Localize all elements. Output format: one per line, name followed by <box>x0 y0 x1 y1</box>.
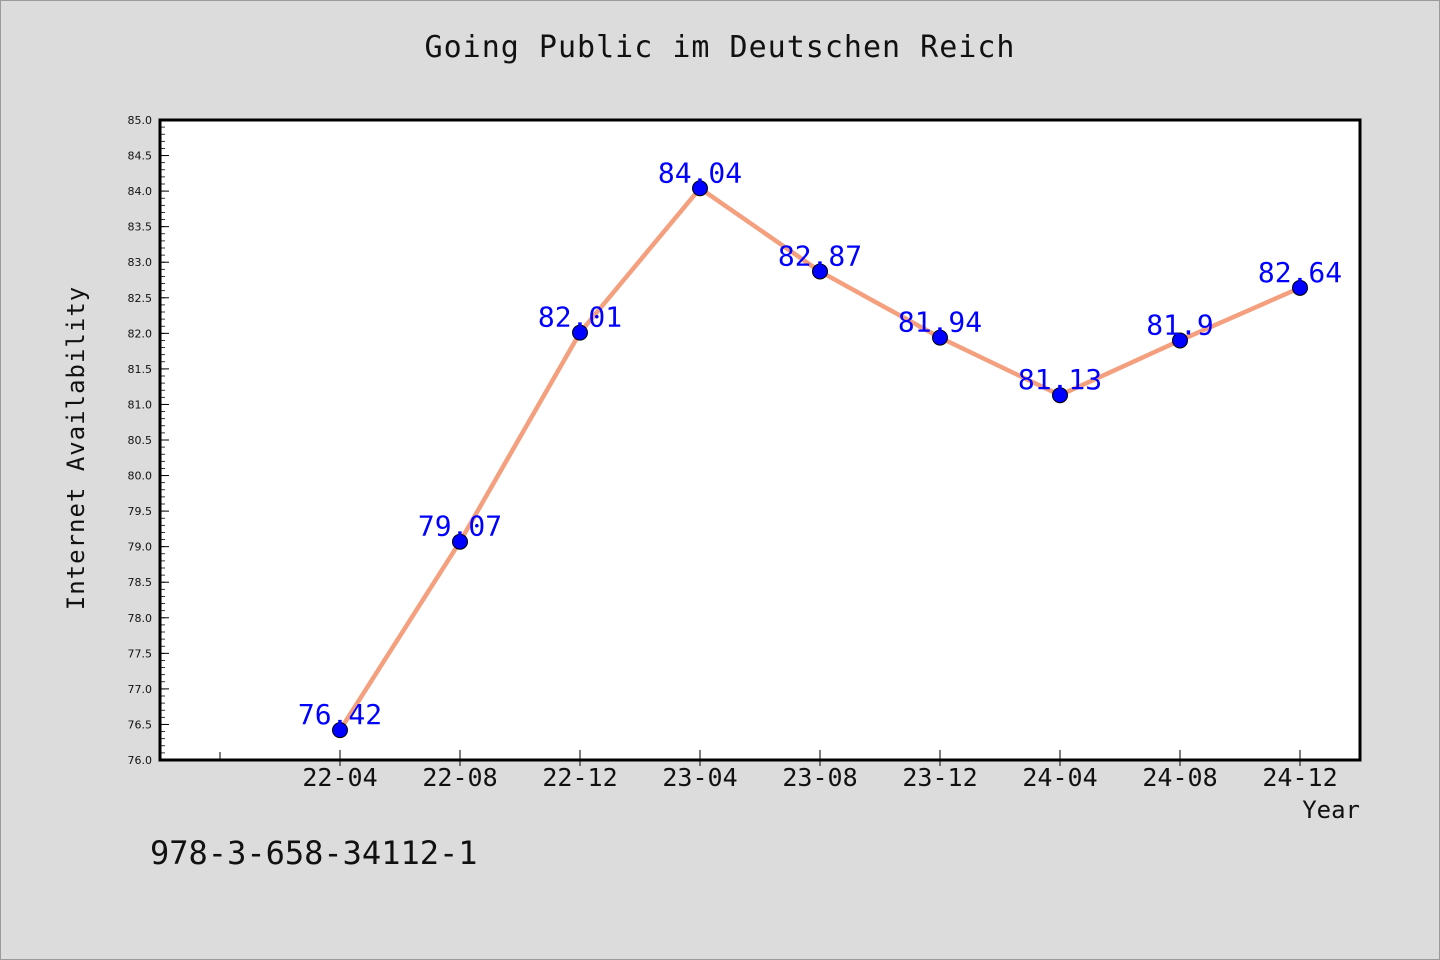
y-tick-label: 81.5 <box>128 363 153 376</box>
x-tick-label: 23-12 <box>902 763 977 792</box>
y-tick-label: 77.5 <box>128 647 153 660</box>
data-label: 84.04 <box>658 156 742 189</box>
plot-area <box>158 118 1362 762</box>
y-tick-label: 77.0 <box>128 683 153 696</box>
y-tick-label: 83.5 <box>128 221 153 234</box>
data-label: 81.94 <box>898 306 982 339</box>
data-point <box>932 329 948 346</box>
data-label: 79.07 <box>418 510 502 543</box>
data-point <box>692 180 708 197</box>
data-label: 82.01 <box>538 301 622 334</box>
y-tick-label: 82.0 <box>128 327 153 340</box>
data-point <box>572 324 588 341</box>
data-label-group: 76.42 79.07 82.01 84.04 82.87 81.94 81.13 81.9 8… <box>298 156 1342 731</box>
data-point <box>1172 332 1188 349</box>
chart-title: Going Public im Deutschen Reich <box>424 30 1016 65</box>
footnote-isbn: 978-3-658-34112-1 <box>150 834 478 872</box>
x-axis-label: Year <box>1302 796 1360 824</box>
y-axis: 76.0 76.5 77.0 77.5 78.0 78.5 79.0 79.5 80.0 80.5… <box>128 114 169 767</box>
data-label: 82.64 <box>1258 256 1342 289</box>
x-tick-label: 23-04 <box>662 763 737 792</box>
x-tick-label: 22-08 <box>422 763 497 792</box>
data-label: 76.42 <box>298 698 382 731</box>
x-tick-label: 22-12 <box>542 763 617 792</box>
y-tick-label: 76.0 <box>128 754 153 767</box>
data-point <box>332 722 348 739</box>
y-tick-label: 80.0 <box>128 470 153 483</box>
y-tick-label: 76.5 <box>128 718 153 731</box>
data-label: 81.13 <box>1018 363 1102 396</box>
data-point <box>1052 387 1068 404</box>
x-tick-label: 24-12 <box>1262 763 1337 792</box>
data-label: 82.87 <box>778 239 862 272</box>
data-label: 81.9 <box>1146 308 1213 341</box>
x-tick-label: 23-08 <box>782 763 857 792</box>
data-point <box>452 533 468 550</box>
y-tick-label: 78.5 <box>128 576 153 589</box>
x-tick-label: 22-04 <box>302 763 377 792</box>
y-tick-label: 79.5 <box>128 505 153 518</box>
y-tick-label: 85.0 <box>128 114 153 127</box>
y-tick-label: 80.5 <box>128 434 153 447</box>
y-tick-label: 83.0 <box>128 256 153 269</box>
y-tick-label: 79.0 <box>128 541 153 554</box>
x-axis: 22-04 22-08 22-12 23-04 23-08 23-12 24-04 24-08… <box>219 750 1338 792</box>
y-tick-label: 82.5 <box>128 292 153 305</box>
y-tick-label: 81.0 <box>128 398 153 411</box>
marker-group <box>332 180 1308 739</box>
y-tick-label: 84.5 <box>128 150 153 163</box>
data-point <box>812 263 828 280</box>
y-tick-label: 78.0 <box>128 612 153 625</box>
x-tick-label: 24-04 <box>1022 763 1097 792</box>
x-tick-label: 24-08 <box>1142 763 1217 792</box>
data-point <box>1292 279 1308 296</box>
y-tick-label: 84.0 <box>128 185 153 198</box>
